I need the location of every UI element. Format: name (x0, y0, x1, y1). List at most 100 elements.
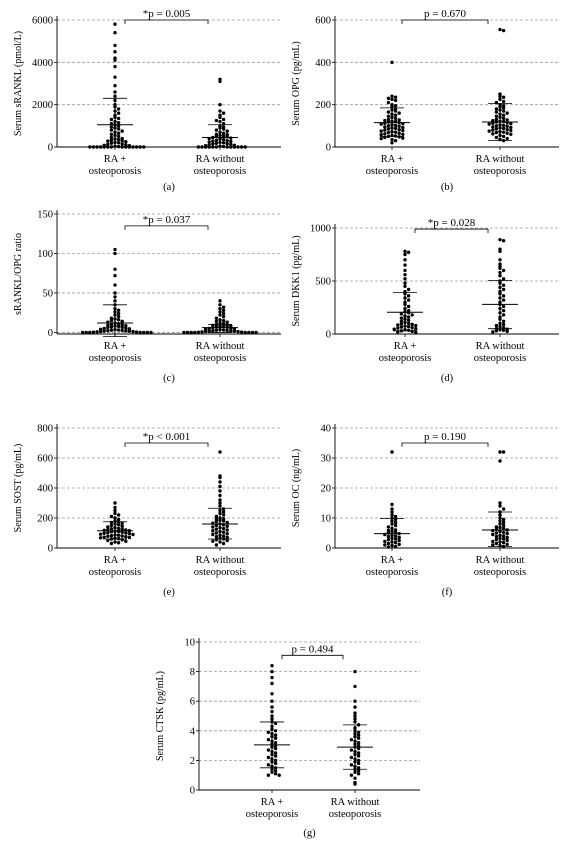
data-point (116, 311, 121, 316)
data-point (270, 714, 274, 718)
data-point (356, 740, 361, 745)
panel-label: (a) (163, 182, 175, 193)
data-point (349, 763, 354, 767)
data-point (211, 525, 215, 529)
data-point (396, 323, 400, 327)
data-point (414, 327, 418, 331)
data-point (211, 539, 215, 543)
p-value-label: p = 0.494 (292, 643, 334, 655)
data-point (266, 730, 271, 734)
data-point (390, 137, 394, 142)
data-point (406, 318, 411, 322)
data-point (383, 121, 387, 125)
data-point (273, 746, 278, 751)
data-point (266, 773, 271, 777)
data-point (406, 328, 411, 332)
data-point (353, 714, 357, 718)
data-point (218, 493, 222, 498)
data-point (270, 663, 274, 668)
data-point (109, 534, 114, 538)
data-point (386, 541, 391, 546)
data-point (225, 141, 229, 146)
data-point (399, 316, 404, 320)
data-point (98, 329, 103, 334)
data-point (494, 130, 499, 135)
data-point (498, 237, 502, 242)
data-point (113, 511, 117, 516)
data-point (138, 330, 142, 335)
data-point (270, 675, 274, 680)
data-point (491, 330, 495, 334)
data-point (106, 325, 110, 330)
data-point (509, 132, 513, 136)
data-point (239, 145, 244, 149)
data-point (221, 131, 226, 135)
data-point (390, 510, 394, 514)
data-point (124, 324, 128, 328)
data-point (221, 308, 226, 313)
data-point (393, 514, 398, 519)
p-value-label: p = 0.670 (424, 8, 466, 20)
data-point (232, 329, 237, 333)
data-point (401, 125, 405, 130)
data-point (218, 109, 222, 113)
data-point (505, 136, 509, 141)
data-point (494, 135, 499, 140)
data-point (501, 277, 506, 281)
data-point (91, 330, 96, 334)
data-point (386, 528, 391, 533)
data-point (383, 543, 387, 547)
data-point (494, 527, 499, 532)
data-point (494, 114, 499, 119)
data-point (134, 145, 139, 149)
data-point (189, 330, 193, 335)
y-tick-label: 6000 (32, 16, 53, 27)
data-point (390, 507, 394, 511)
x-category-label: RA without osteoporosis (474, 154, 527, 177)
data-point (116, 127, 121, 131)
data-point (414, 323, 418, 328)
data-point (501, 517, 506, 522)
data-point (218, 484, 222, 489)
data-point (113, 83, 117, 88)
data-point (221, 305, 226, 309)
data-point (501, 126, 506, 131)
x-category-label: RA without osteoporosis (474, 341, 527, 364)
data-point (120, 328, 124, 333)
data-point (218, 310, 222, 314)
data-point (116, 107, 121, 111)
data-point (113, 291, 117, 295)
data-point (273, 751, 278, 755)
data-point (494, 127, 499, 131)
data-point (232, 145, 237, 149)
data-point (116, 120, 121, 125)
panel-label: (g) (303, 828, 316, 839)
data-point (501, 507, 506, 511)
data-point (270, 681, 274, 686)
data-point (185, 330, 190, 335)
data-point (116, 324, 121, 329)
data-point (498, 97, 502, 102)
data-point (386, 110, 391, 114)
data-point (406, 311, 411, 315)
data-point (203, 145, 208, 149)
data-point (273, 733, 278, 737)
data-point (397, 127, 401, 132)
data-point (266, 763, 271, 767)
y-tick-label: 2000 (32, 100, 53, 111)
data-point (356, 736, 361, 740)
data-point (113, 540, 117, 544)
data-point (353, 669, 357, 674)
data-point (397, 124, 401, 128)
data-point (218, 321, 222, 325)
data-point (390, 502, 394, 507)
data-point (113, 505, 117, 510)
data-point (501, 134, 506, 139)
data-point (393, 540, 398, 545)
data-point (109, 141, 114, 145)
data-point (236, 145, 240, 149)
data-point (250, 330, 255, 335)
y-tick-label: 200 (315, 100, 331, 111)
y-axis-label: Serum DKK1 (pg/mL) (291, 235, 302, 326)
data-point (390, 60, 394, 65)
